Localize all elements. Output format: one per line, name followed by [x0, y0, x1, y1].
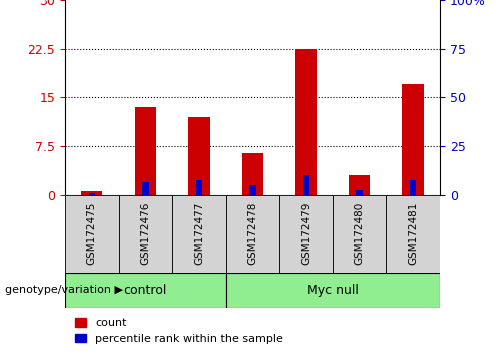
Bar — [226, 195, 280, 273]
Bar — [172, 195, 226, 273]
Bar — [88, 193, 95, 195]
Text: genotype/variation ▶: genotype/variation ▶ — [5, 285, 123, 295]
Bar — [65, 195, 118, 273]
Bar — [349, 175, 370, 195]
Text: GSM172478: GSM172478 — [248, 202, 258, 266]
Text: GSM172475: GSM172475 — [87, 202, 97, 266]
Bar — [250, 185, 256, 195]
Bar — [356, 190, 363, 195]
Text: GSM172477: GSM172477 — [194, 202, 204, 266]
Bar — [142, 182, 148, 195]
Bar — [242, 153, 263, 195]
Bar — [410, 180, 416, 195]
Text: control: control — [124, 284, 167, 297]
Bar — [196, 180, 202, 195]
Text: Myc null: Myc null — [307, 284, 359, 297]
Bar — [188, 117, 210, 195]
Legend: count, percentile rank within the sample: count, percentile rank within the sample — [70, 314, 288, 348]
Bar — [333, 195, 386, 273]
Bar — [65, 273, 226, 308]
Text: GSM172480: GSM172480 — [354, 202, 364, 265]
Bar — [296, 49, 317, 195]
Bar — [118, 195, 172, 273]
Bar — [402, 84, 424, 195]
Text: GSM172476: GSM172476 — [140, 202, 150, 266]
Bar — [226, 273, 440, 308]
Text: GSM172479: GSM172479 — [301, 202, 311, 266]
Bar — [386, 195, 440, 273]
Bar — [81, 192, 102, 195]
Bar — [134, 107, 156, 195]
Bar — [303, 175, 310, 195]
Text: GSM172481: GSM172481 — [408, 202, 418, 266]
Bar — [280, 195, 333, 273]
